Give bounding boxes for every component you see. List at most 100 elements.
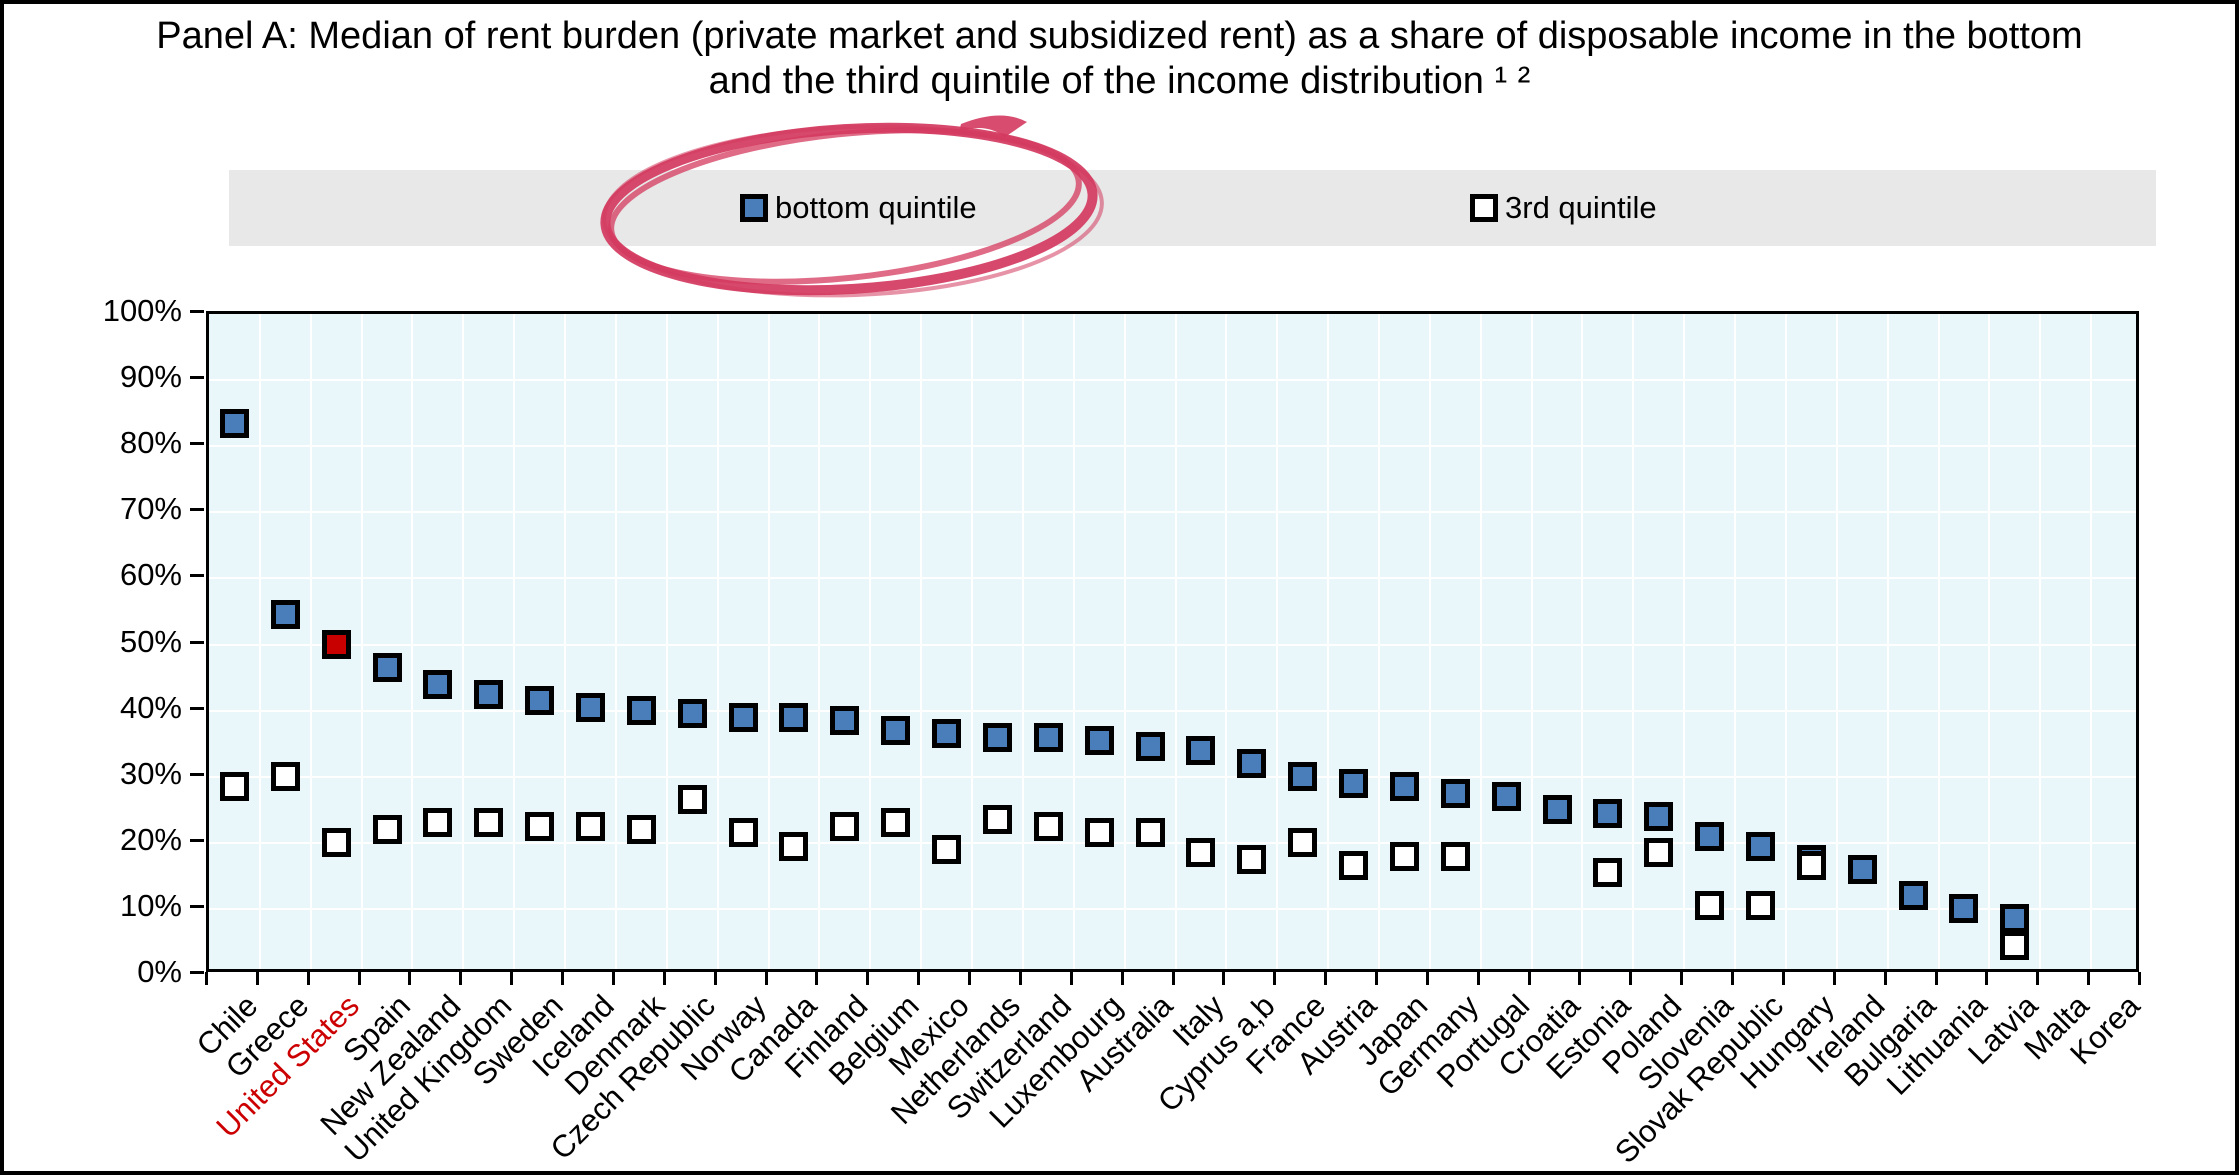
y-axis-tick	[190, 706, 204, 710]
data-point-bottom-quintile	[1847, 854, 1877, 884]
x-axis-tick	[255, 972, 259, 985]
data-point-3rd-quintile	[576, 811, 605, 841]
vertical-gridline	[1835, 314, 1838, 969]
vertical-gridline	[1123, 314, 1126, 969]
vertical-gridline	[1937, 314, 1940, 969]
data-point-3rd-quintile	[1745, 891, 1775, 921]
vertical-gridline	[411, 314, 414, 969]
data-point-3rd-quintile	[219, 772, 249, 802]
vertical-gridline	[1886, 314, 1889, 969]
filled-square-icon	[740, 194, 768, 222]
data-point-bottom-quintile	[1389, 772, 1419, 802]
vertical-gridline	[1734, 314, 1737, 969]
legend-label: 3rd quintile	[1505, 190, 1657, 225]
x-axis-tick	[306, 972, 310, 985]
y-axis-label: 40%	[119, 689, 182, 725]
data-point-3rd-quintile	[779, 831, 809, 861]
data-point-bottom-quintile	[1084, 725, 1114, 755]
x-axis-tick	[1476, 972, 1480, 985]
horizontal-gridline	[209, 577, 2136, 580]
y-axis-tick	[190, 376, 204, 380]
x-axis-tick	[1273, 972, 1277, 985]
x-axis-tick	[408, 972, 412, 985]
data-point-3rd-quintile	[677, 785, 707, 815]
data-point-bottom-quintile	[779, 702, 809, 732]
y-axis-tick	[190, 904, 204, 908]
data-point-bottom-quintile	[881, 715, 911, 745]
y-axis-label: 30%	[119, 755, 182, 791]
chart-title-line2: and the third quintile of the income dis…	[708, 60, 1531, 102]
x-axis-tick	[1629, 972, 1633, 985]
horizontal-gridline	[209, 445, 2136, 448]
data-point-3rd-quintile	[270, 762, 300, 792]
data-point-bottom-quintile	[1898, 881, 1928, 911]
data-point-bottom-quintile	[321, 630, 351, 659]
x-axis-tick	[1324, 972, 1328, 985]
data-point-bottom-quintile	[1695, 821, 1725, 851]
x-axis-tick	[1680, 972, 1684, 985]
x-axis-tick	[764, 972, 768, 985]
plot-area	[206, 311, 2139, 972]
x-axis-tick	[2036, 972, 2040, 985]
x-axis-tick	[1731, 972, 1735, 985]
vertical-gridline	[1530, 314, 1533, 969]
y-axis-tick	[190, 310, 204, 313]
vertical-gridline	[1479, 314, 1482, 969]
x-axis-tick	[917, 972, 921, 985]
data-point-3rd-quintile	[1084, 818, 1114, 848]
y-axis-label: 70%	[119, 491, 182, 527]
y-axis-tick	[190, 640, 204, 644]
data-point-bottom-quintile	[219, 408, 249, 438]
vertical-gridline	[1632, 314, 1635, 969]
data-point-3rd-quintile	[1186, 838, 1216, 868]
vertical-gridline	[614, 314, 617, 969]
x-axis-tick	[205, 972, 208, 985]
data-point-3rd-quintile	[728, 818, 758, 848]
y-axis-tick	[190, 508, 204, 512]
chart-title-line1: Panel A: Median of rent burden (private …	[156, 15, 2083, 57]
vertical-gridline	[818, 314, 821, 969]
y-axis-label: 60%	[119, 557, 182, 593]
data-point-3rd-quintile	[1135, 818, 1165, 848]
x-axis-tick	[1883, 972, 1887, 985]
vertical-gridline	[360, 314, 363, 969]
data-point-3rd-quintile	[932, 834, 962, 864]
x-axis-tick	[510, 972, 514, 985]
legend-label: bottom quintile	[775, 190, 977, 225]
data-point-bottom-quintile	[576, 692, 605, 722]
data-point-bottom-quintile	[372, 653, 402, 683]
x-axis-tick	[815, 972, 819, 985]
legend-entry-bottom-quintile: bottom quintile	[740, 170, 977, 246]
data-point-bottom-quintile	[1288, 762, 1318, 792]
x-axis-tick	[1578, 972, 1582, 985]
y-axis-label: 10%	[119, 887, 182, 923]
data-point-bottom-quintile	[1186, 735, 1216, 765]
vertical-gridline	[1581, 314, 1584, 969]
vertical-gridline	[309, 314, 312, 969]
vertical-gridline	[1988, 314, 1991, 969]
y-axis-label: 80%	[119, 425, 182, 461]
x-axis-tick	[1934, 972, 1938, 985]
chart-title: Panel A: Median of rent burden (private …	[4, 14, 2235, 104]
vertical-gridline	[1072, 314, 1075, 969]
vertical-gridline	[1327, 314, 1330, 969]
vertical-gridline	[716, 314, 719, 969]
vertical-gridline	[513, 314, 516, 969]
horizontal-gridline	[209, 379, 2136, 382]
data-point-bottom-quintile	[1135, 732, 1165, 762]
x-axis-tick	[1374, 972, 1378, 985]
x-axis-tick	[1171, 972, 1175, 985]
horizontal-gridline	[209, 775, 2136, 778]
legend: bottom quintile 3rd quintile	[229, 170, 2156, 246]
y-axis-label: 100%	[102, 293, 182, 328]
data-point-bottom-quintile	[1542, 795, 1572, 825]
data-point-3rd-quintile	[525, 811, 555, 841]
data-point-3rd-quintile	[1237, 844, 1267, 874]
x-axis-tick	[1781, 972, 1785, 985]
horizontal-gridline	[209, 643, 2136, 646]
data-point-3rd-quintile	[626, 815, 656, 845]
data-point-bottom-quintile	[1237, 748, 1267, 778]
data-point-bottom-quintile	[474, 679, 504, 709]
data-point-bottom-quintile	[1593, 798, 1623, 828]
data-point-3rd-quintile	[1288, 828, 1318, 858]
